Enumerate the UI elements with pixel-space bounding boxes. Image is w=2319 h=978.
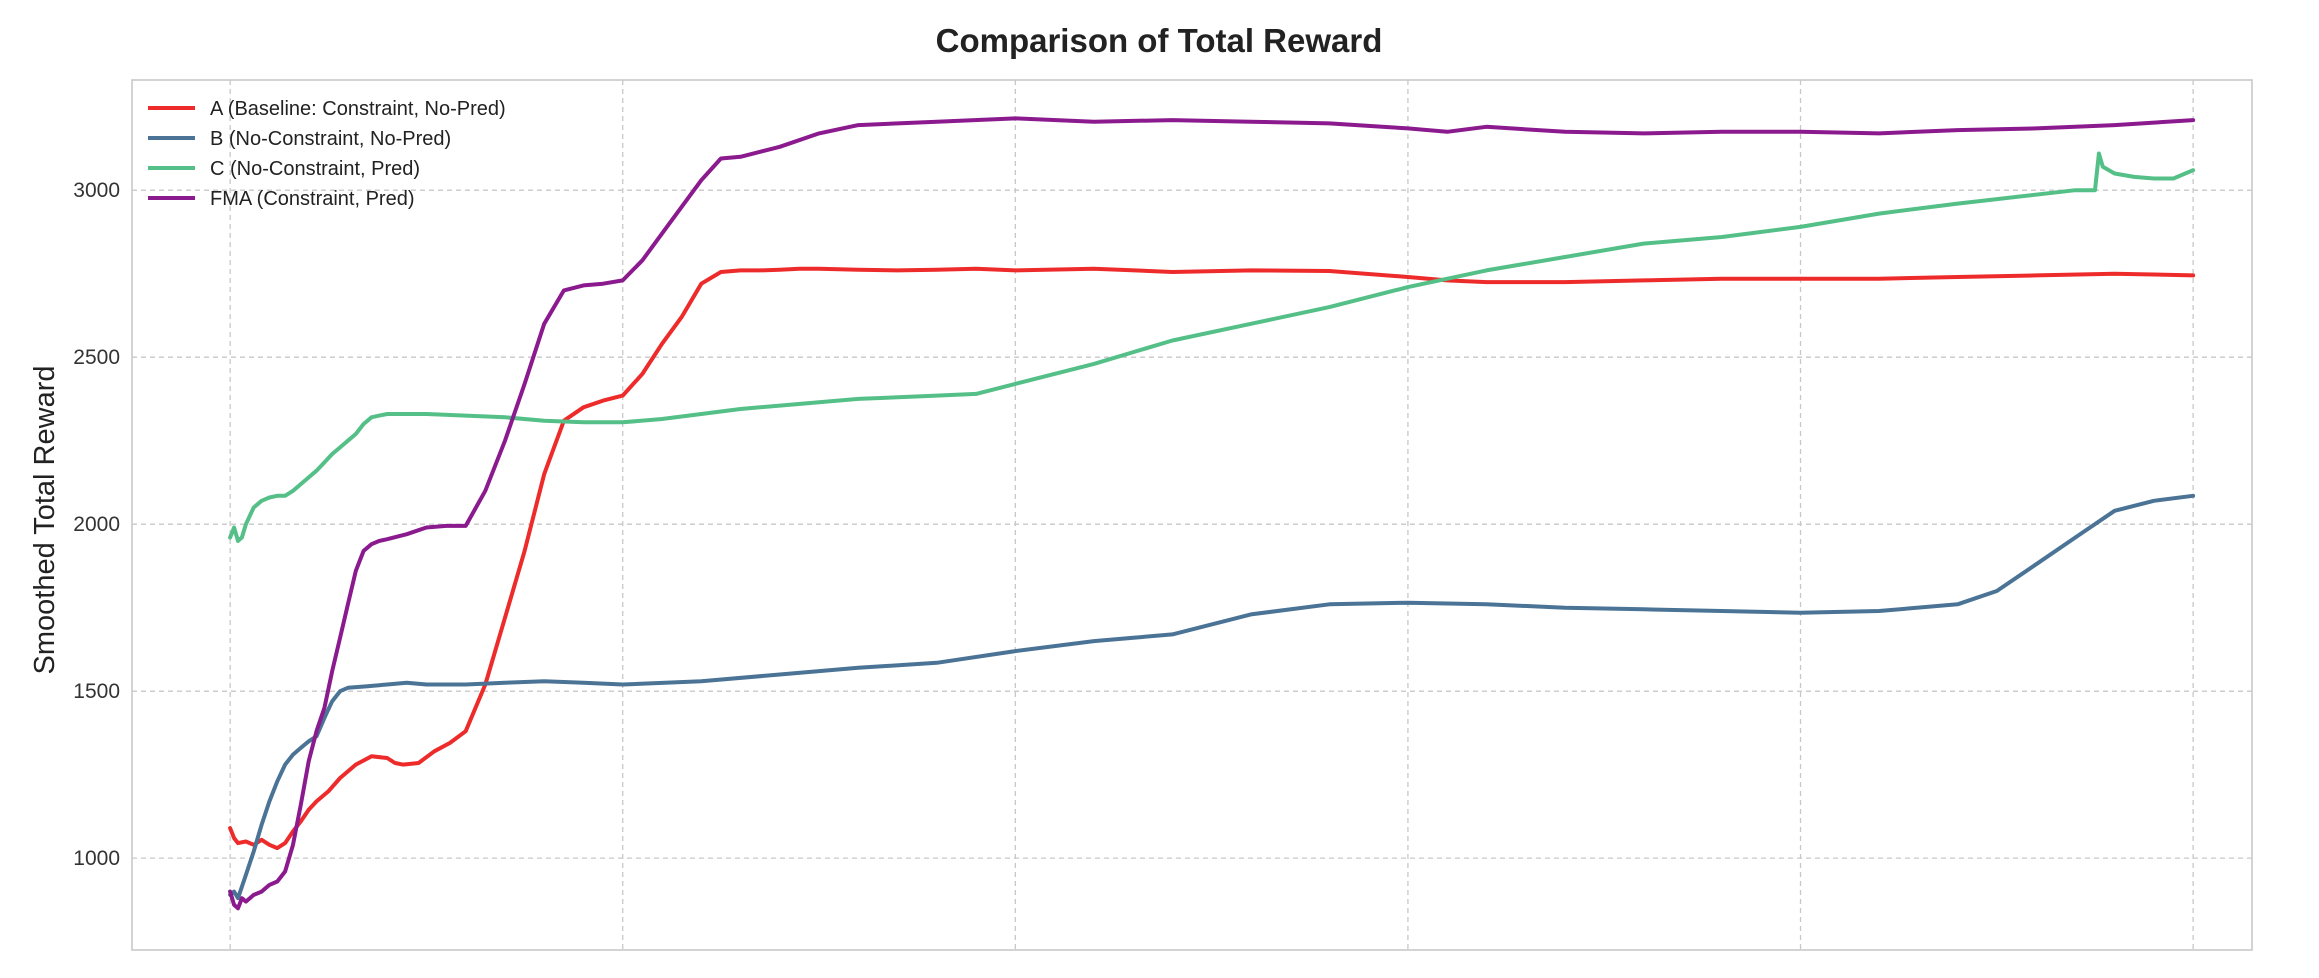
legend-label: C (No-Constraint, Pred) — [210, 158, 420, 180]
series-lines — [228, 116, 2196, 911]
y-axis-label: Smoothed Total Reward — [29, 366, 61, 675]
grid-lines — [132, 80, 2252, 950]
y-tick-label: 2500 — [73, 346, 120, 369]
y-tick-label: 3000 — [73, 179, 120, 202]
chart-title: Comparison of Total Reward — [936, 22, 1383, 59]
y-tick-label: 2000 — [73, 513, 120, 536]
y-axis-ticks: 1000 1500 2000 2500 3000 — [73, 179, 120, 870]
legend-label: FMA (Constraint, Pred) — [210, 188, 415, 210]
legend-label: B (No-Constraint, No-Pred) — [210, 128, 451, 150]
y-tick-label: 1000 — [73, 847, 120, 870]
legend: A (Baseline: Constraint, No-Pred) B (No-C… — [148, 98, 506, 210]
series-line-2 — [228, 493, 2196, 901]
legend-label: A (Baseline: Constraint, No-Pred) — [210, 98, 506, 120]
plot-area-frame — [131, 79, 2253, 951]
series-line-4 — [228, 116, 2196, 911]
series-line-1 — [228, 266, 2196, 851]
series-line-3 — [228, 151, 2196, 543]
y-tick-label: 1500 — [73, 680, 120, 703]
